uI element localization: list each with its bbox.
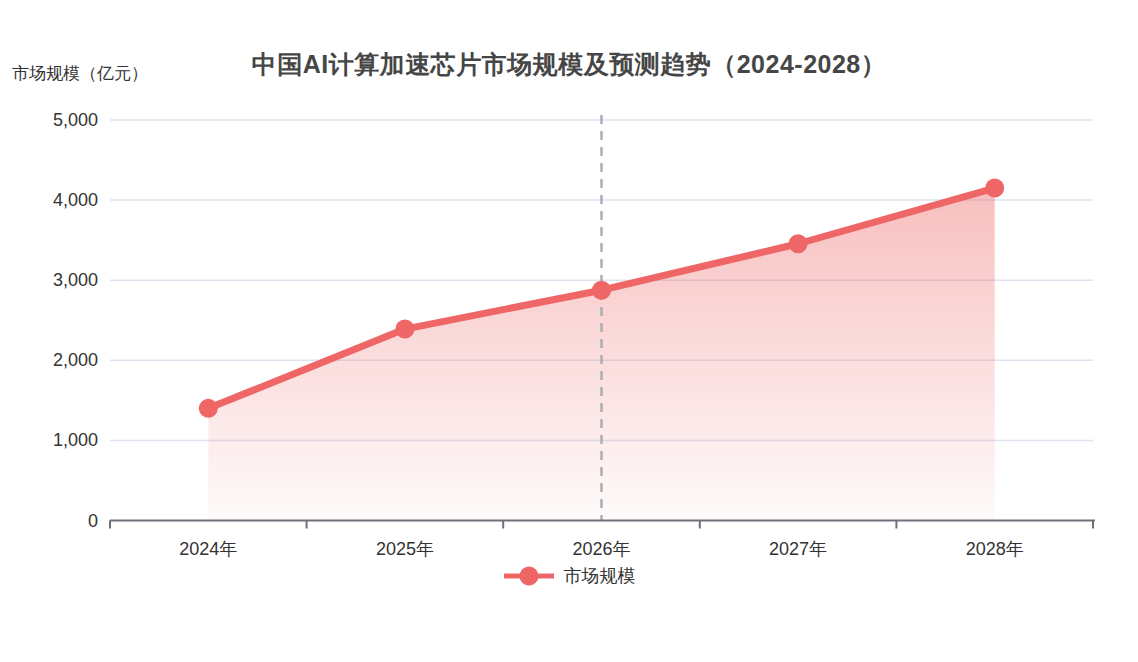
data-point-2025年[interactable] xyxy=(395,320,414,339)
y-axis-tick-label: 0 xyxy=(88,511,98,531)
x-axis-tick-label: 2024年 xyxy=(179,539,237,559)
data-point-2026年[interactable] xyxy=(592,281,611,300)
y-axis-tick-label: 5,000 xyxy=(53,110,98,130)
line-chart-plot: 0 1,000 2,000 3,000 4,000 5,000 2024年 2025年 2026… xyxy=(0,0,1138,662)
x-axis-tick-label: 2026年 xyxy=(572,539,630,559)
x-axis-tick-label: 2028年 xyxy=(966,539,1024,559)
data-point-2028年[interactable] xyxy=(985,179,1004,198)
legend-label: 市场规模 xyxy=(564,564,636,588)
x-axis-tick-label: 2025年 xyxy=(376,539,434,559)
y-axis-tick-label: 3,000 xyxy=(53,270,98,290)
x-axis-tick-label: 2027年 xyxy=(769,539,827,559)
data-point-2027年[interactable] xyxy=(789,234,808,253)
data-point-2024年[interactable] xyxy=(199,399,218,418)
y-axis-tick-label: 4,000 xyxy=(53,190,98,210)
legend-line-marker-icon xyxy=(503,565,555,587)
y-axis-tick-label: 1,000 xyxy=(53,430,98,450)
legend-item[interactable]: 市场规模 xyxy=(0,564,1138,588)
y-axis-tick-label: 2,000 xyxy=(53,350,98,370)
chart-canvas: 市场规模（亿元） 中国AI计算加速芯片市场规模及预测趋势（2024-2028） … xyxy=(0,0,1138,662)
